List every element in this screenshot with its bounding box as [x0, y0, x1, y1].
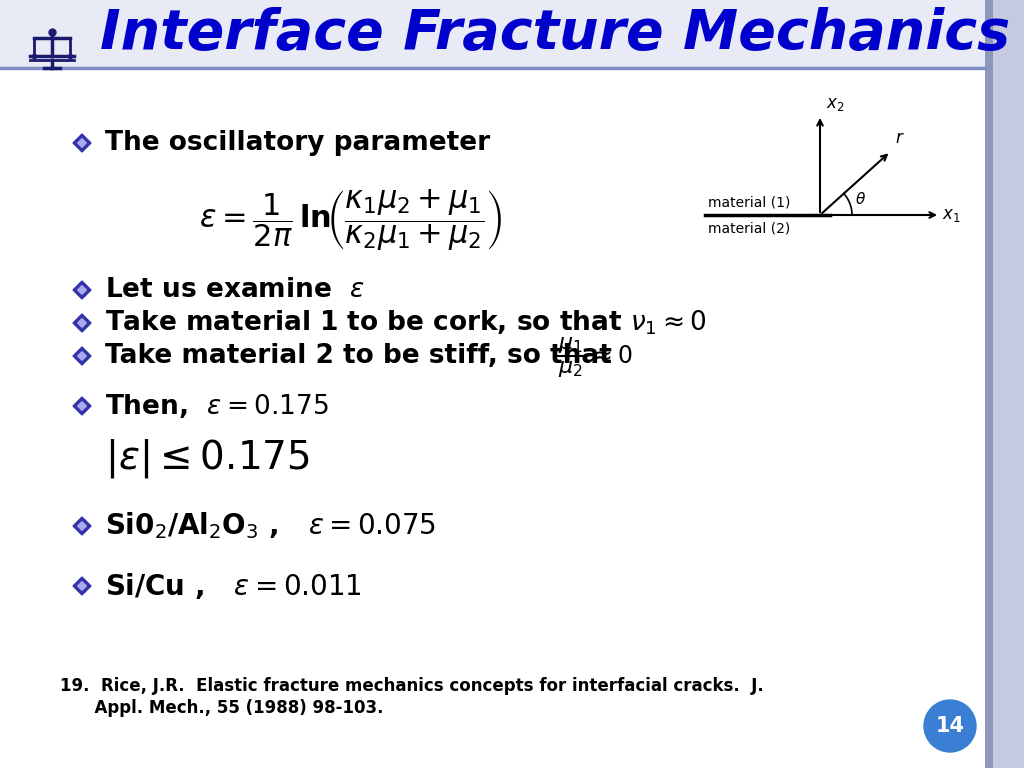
- Polygon shape: [73, 347, 91, 365]
- Polygon shape: [73, 281, 91, 299]
- Text: Appl. Mech., 55 (1988) 98-103.: Appl. Mech., 55 (1988) 98-103.: [60, 699, 384, 717]
- Polygon shape: [78, 402, 86, 410]
- Text: Let us examine  $\varepsilon$: Let us examine $\varepsilon$: [105, 277, 365, 303]
- Polygon shape: [78, 352, 86, 360]
- Circle shape: [924, 700, 976, 752]
- Bar: [985, 0, 993, 768]
- Text: The oscillatory parameter: The oscillatory parameter: [105, 130, 490, 156]
- Text: Take material 2 to be stiff, so that: Take material 2 to be stiff, so that: [105, 343, 612, 369]
- Polygon shape: [78, 319, 86, 327]
- Text: $r$: $r$: [895, 130, 904, 147]
- Text: material (2): material (2): [708, 221, 791, 235]
- Text: material (1): material (1): [708, 195, 791, 209]
- Text: 14: 14: [936, 716, 965, 736]
- Bar: [0, 0, 985, 68]
- Text: Interface Fracture Mechanics: Interface Fracture Mechanics: [100, 7, 1010, 61]
- Polygon shape: [73, 314, 91, 332]
- Polygon shape: [78, 139, 86, 147]
- Polygon shape: [78, 521, 86, 531]
- Text: $\theta$: $\theta$: [855, 191, 866, 207]
- Polygon shape: [73, 577, 91, 595]
- Text: $|\varepsilon| \leq 0.175$: $|\varepsilon| \leq 0.175$: [105, 436, 309, 479]
- Text: Then,  $\varepsilon = 0.175$: Then, $\varepsilon = 0.175$: [105, 392, 329, 420]
- Text: Take material 1 to be cork, so that $\nu_1 \approx 0$: Take material 1 to be cork, so that $\nu…: [105, 309, 707, 337]
- Text: $\approx 0$: $\approx 0$: [588, 344, 633, 368]
- Text: 19.  Rice, J.R.  Elastic fracture mechanics concepts for interfacial cracks.  J.: 19. Rice, J.R. Elastic fracture mechanic…: [60, 677, 764, 695]
- Polygon shape: [73, 397, 91, 415]
- Polygon shape: [73, 517, 91, 535]
- Polygon shape: [78, 286, 86, 294]
- Text: $\varepsilon = \dfrac{1}{2\pi}\,\mathbf{ln}\!\left(\dfrac{\kappa_1\mu_2 + \mu_1}: $\varepsilon = \dfrac{1}{2\pi}\,\mathbf{…: [199, 187, 502, 253]
- Polygon shape: [73, 134, 91, 152]
- Polygon shape: [78, 581, 86, 591]
- Text: $x_1$: $x_1$: [942, 206, 961, 224]
- Text: Si0$_2$/Al$_2$O$_3$ ,   $\varepsilon = 0.075$: Si0$_2$/Al$_2$O$_3$ , $\varepsilon = 0.0…: [105, 511, 436, 541]
- Text: Si/Cu ,   $\varepsilon = 0.011$: Si/Cu , $\varepsilon = 0.011$: [105, 571, 361, 601]
- Text: $x_2$: $x_2$: [826, 95, 845, 113]
- Bar: [990, 0, 1024, 768]
- Text: $\mu_1$: $\mu_1$: [558, 335, 583, 355]
- Text: $\mu_2$: $\mu_2$: [558, 359, 583, 379]
